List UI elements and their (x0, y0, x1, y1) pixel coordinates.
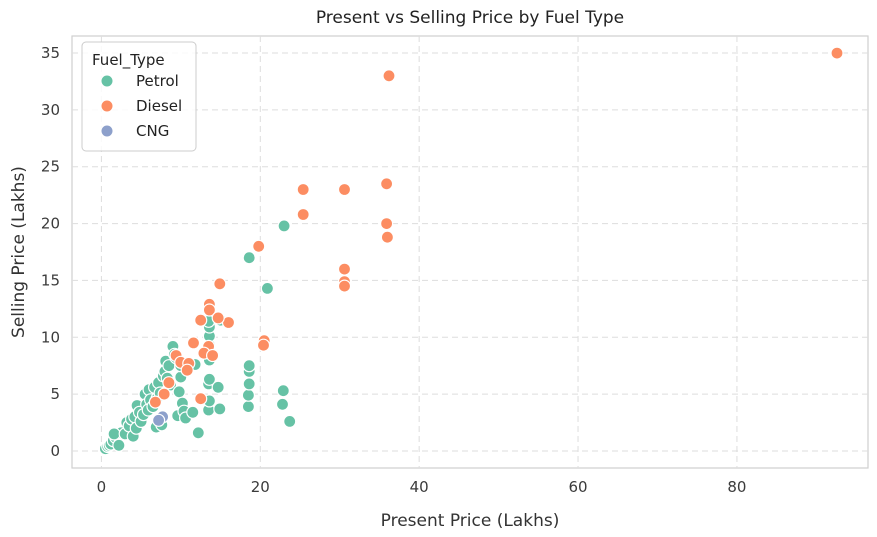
y-tick-label: 10 (41, 328, 60, 346)
diesel-point (148, 395, 162, 409)
diesel-point (830, 46, 844, 60)
legend-marker-petrol (100, 74, 114, 88)
diesel-point (296, 207, 310, 222)
diesel-point (162, 376, 176, 390)
diesel-point (380, 217, 394, 231)
x-tick-label: 0 (97, 478, 107, 496)
y-tick-label: 30 (41, 101, 60, 119)
legend-label-diesel: Diesel (136, 97, 182, 115)
petrol-point (242, 251, 256, 265)
y-tick-label: 0 (50, 442, 60, 460)
x-axis-label: Present Price (Lakhs) (381, 511, 560, 531)
x-tick-label: 60 (568, 478, 587, 496)
diesel-point (213, 277, 227, 291)
y-tick-label: 15 (41, 271, 60, 289)
legend-marker-cng (100, 124, 114, 138)
diesel-point (157, 387, 171, 401)
petrol-point (242, 359, 256, 373)
petrol-point (276, 384, 290, 398)
petrol-point (275, 397, 290, 411)
petrol-point (283, 414, 297, 428)
petrol-point (260, 281, 274, 295)
y-tick-label: 20 (41, 215, 60, 233)
x-tick-labels: 0 20 40 60 80 (97, 478, 747, 496)
data-points (98, 46, 844, 456)
petrol-point (107, 427, 121, 441)
y-tick-label: 35 (41, 44, 60, 62)
petrol-point (242, 377, 256, 391)
legend-label-petrol: Petrol (136, 72, 179, 90)
diesel-point (337, 262, 352, 276)
petrol-point (211, 380, 225, 394)
diesel-point (211, 311, 225, 325)
diesel-point (206, 348, 220, 363)
diesel-point (180, 363, 194, 377)
diesel-point (194, 392, 208, 406)
diesel-point (256, 338, 271, 352)
diesel-point (296, 182, 310, 197)
petrol-point (241, 400, 255, 414)
diesel-point (380, 230, 394, 244)
diesel-point (337, 279, 352, 293)
diesel-point (337, 182, 352, 197)
x-tick-label: 40 (410, 478, 429, 496)
legend-title: Fuel_Type (92, 51, 165, 70)
legend-marker-diesel (100, 99, 114, 113)
petrol-point (241, 388, 255, 402)
legend-label-cng: CNG (136, 122, 169, 140)
y-tick-labels: 0 5 10 15 20 25 30 35 (41, 44, 60, 460)
diesel-point (186, 336, 201, 350)
y-tick-label: 25 (41, 158, 60, 176)
diesel-point (194, 313, 208, 327)
petrol-point (213, 402, 227, 416)
diesel-point (202, 303, 216, 317)
diesel-point (252, 239, 266, 253)
chart-title: Present vs Selling Price by Fuel Type (316, 8, 624, 28)
petrol-point (186, 405, 200, 419)
petrol-point (191, 426, 205, 440)
petrol-point (202, 372, 216, 386)
legend: Fuel_Type Petrol Diesel CNG (81, 41, 197, 152)
legend-box (81, 41, 197, 152)
petrol-point (112, 438, 126, 452)
diesel-point (380, 177, 394, 191)
y-tick-label: 5 (50, 385, 60, 403)
diesel-point (382, 69, 396, 83)
petrol-point (172, 385, 186, 399)
x-tick-label: 20 (251, 478, 270, 496)
petrol-point (277, 219, 291, 233)
cng-point (152, 413, 166, 427)
y-axis-label: Selling Price (Lakhs) (9, 166, 29, 338)
x-tick-label: 80 (727, 478, 746, 496)
